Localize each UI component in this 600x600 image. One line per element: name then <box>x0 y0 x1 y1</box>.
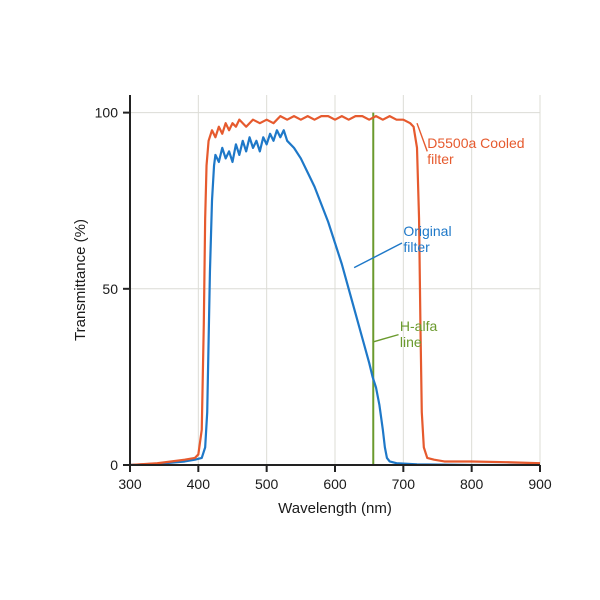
y-tick-label: 0 <box>110 457 118 473</box>
x-tick-label: 600 <box>323 476 347 492</box>
svg-text:filter: filter <box>403 239 430 255</box>
svg-text:Original: Original <box>403 223 451 239</box>
x-tick-label: 500 <box>255 476 279 492</box>
x-axis-label: Wavelength (nm) <box>278 500 392 517</box>
y-axis-label: Transmittance (%) <box>72 219 89 341</box>
transmittance-chart: 300 400 500 600 700 800 900 0 50 100 Wavelength (n… <box>0 0 600 600</box>
x-tick-label: 300 <box>118 476 142 492</box>
chart-svg: 300 400 500 600 700 800 900 0 50 100 Wavelength (n… <box>0 0 600 600</box>
x-tick-label: 900 <box>528 476 552 492</box>
y-tick-label: 50 <box>102 281 118 297</box>
svg-text:filter: filter <box>427 151 454 167</box>
x-tick-label: 400 <box>187 476 211 492</box>
svg-text:H-alfa: H-alfa <box>400 318 438 334</box>
svg-text:line: line <box>400 334 422 350</box>
x-tick-label: 700 <box>392 476 416 492</box>
y-tick-label: 100 <box>95 105 119 121</box>
x-tick-label: 800 <box>460 476 484 492</box>
svg-text:D5500a Cooled: D5500a Cooled <box>427 135 524 151</box>
